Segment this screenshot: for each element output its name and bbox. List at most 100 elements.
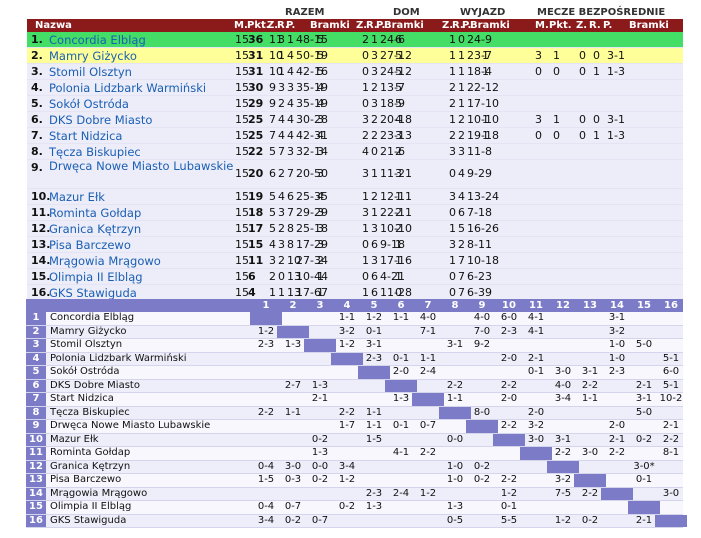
standings-row: 5. Sokół Ostróda 15 29 9 2 4 35-19 4 0 3 18-9 5 2 1 17-… (27, 96, 683, 112)
team-link[interactable]: Tęcza Biskupiec (49, 145, 141, 159)
standings-row: 14. Mrągowia Mrągowo 15 11 3 2 10 27-34 2 1 3 17-16… (27, 253, 683, 269)
matrix-row: 6 DKS Dobre Miasto 2-7 1-3 2-2 2-2 4-0 2-2 2-1 5-… (26, 379, 683, 393)
stat-cell: 7 (458, 270, 465, 283)
match-result: 1-1 (581, 393, 599, 404)
team-link[interactable]: Granica Kętrzyn (49, 222, 142, 236)
team-link[interactable]: Start Nidzica (49, 129, 123, 143)
match-result: 3-1 (581, 366, 599, 377)
match-result: 5-1 (662, 352, 680, 364)
matrix-team-name: Stomil Olsztyn (50, 339, 123, 350)
matrix-diagonal-cell (520, 447, 552, 460)
stat-cell: 10 (287, 254, 301, 267)
position-number: 16. (31, 286, 51, 299)
stat-cell: 2 (317, 254, 324, 267)
stat-cell: 18-4 (467, 65, 492, 78)
match-result: 1-3 (311, 447, 329, 458)
stat-cell: 3 (371, 65, 378, 78)
stat-cell: 1 (269, 286, 276, 299)
stat-cell: 3 (395, 129, 402, 142)
match-result: 1-1 (338, 312, 356, 323)
match-result: 3-0 (581, 447, 599, 458)
team-link[interactable]: Pisa Barczewo (49, 238, 131, 252)
match-result: 4-0 (419, 312, 437, 323)
match-result: 3-2 (338, 325, 356, 337)
matrix-diagonal-cell (304, 339, 336, 352)
stat-cell: 0 (362, 270, 369, 283)
team-link[interactable]: DKS Dobre Miasto (49, 113, 153, 127)
team-link[interactable]: Mamry Giżycko (49, 49, 137, 63)
match-result: 0-2 (311, 474, 329, 485)
team-link[interactable]: Rominta Gołdap (49, 206, 142, 220)
stat-cell: 5 (395, 65, 402, 78)
matrix-row: 4 Polonia Lidzbark Warmiński 2-3 0-1 1-1 2-0 2… (26, 352, 683, 366)
stat-cell: 1 (278, 49, 285, 62)
team-link[interactable]: Olimpia II Elbląg (49, 270, 143, 284)
stat-cell: 15 (235, 145, 249, 158)
matrix-column-header: 13 (583, 300, 597, 311)
stat-cell: 1 (395, 254, 402, 267)
match-result: 0-2 (473, 460, 491, 472)
team-link[interactable]: Sokół Ostróda (49, 97, 129, 111)
match-result: 3-4 (257, 514, 275, 526)
stat-cell: 1 (371, 167, 378, 180)
stat-cell: 4 (458, 167, 465, 180)
match-result: 1-2 (365, 312, 383, 323)
matrix-column-header: 1 (262, 300, 270, 311)
team-link[interactable]: Drwęca Nowe Miasto Lubawskie (49, 159, 234, 173)
match-result: 2-3 (257, 339, 275, 350)
standings-row: 2. Mamry Giżycko 15 31 10 1 4 50-19 5 0 3 27-12 5 1 1 2… (27, 48, 683, 64)
stat-cell: 18-9 (380, 97, 405, 110)
stat-cell: 7 (287, 206, 294, 219)
team-link[interactable]: Mazur Ełk (49, 190, 105, 204)
match-result: 2-2 (446, 379, 464, 391)
stat-cell: 2 (371, 113, 378, 126)
stat-cell: 2 (362, 129, 369, 142)
team-link[interactable]: Polonia Lidzbark Warmiński (49, 81, 207, 95)
column-header: M. (234, 20, 248, 31)
stat-cell: 3 (535, 49, 542, 62)
stat-cell: 0 (362, 238, 369, 251)
team-link[interactable]: GKS Stawiguda (49, 286, 137, 300)
stat-cell: 3 (317, 206, 324, 219)
stat-cell: 1-3 (607, 129, 625, 142)
matrix-column-header: 9 (478, 300, 486, 311)
stat-cell: 1 (449, 222, 456, 235)
column-header: Bramki (310, 20, 350, 31)
group-mecze: MECZE BEZPOŚREDNIE (537, 7, 666, 18)
team-link[interactable]: Mrągowia Mrągowo (49, 254, 161, 268)
stat-cell: 16-26 (467, 222, 499, 235)
standings-group-header: RAZEM DOM WYJAZD MECZE BEZPOŚREDNIE (27, 7, 683, 19)
stat-cell: 1 (449, 113, 456, 126)
stat-cell: 15 (235, 270, 249, 283)
standings-row: 12. Granica Kętrzyn 15 17 5 2 8 25-18 3 1 3 10-10 2 1… (27, 221, 683, 237)
match-result: 2-2 (554, 447, 572, 458)
stat-cell: 11-8 (467, 145, 492, 158)
match-result: 1-1 (284, 406, 302, 418)
stat-cell: 1 (317, 270, 324, 283)
team-link[interactable]: Concordia Elbląg (49, 33, 146, 47)
match-result: 3-1 (635, 393, 653, 404)
stat-cell: 0 (593, 49, 600, 62)
stat-cell: 0 (579, 49, 586, 62)
matrix-diagonal-cell (655, 514, 687, 527)
stat-cell: 0 (362, 65, 369, 78)
match-result: 0-2 (338, 501, 356, 512)
standings-row: 1. Concordia Elbląg 15 36 11 3 1 48-15 5 2 1 24-6 6 1… (27, 32, 683, 48)
stat-cell: 2 (278, 254, 285, 267)
stat-cell: 15 (235, 65, 249, 78)
standings-row: 10. Mazur Ełk 15 19 5 4 6 25-35 4 1 2 12-11 1 3 4 13-24 (27, 189, 683, 205)
stat-cell: 10-10 (380, 222, 412, 235)
standings-rows: 1. Concordia Elbląg 15 36 11 3 1 48-15 5 2 1 24-6 6 1… (27, 32, 683, 301)
standings-column-header: Nazwa M. Pkt. Z. R. P. Bramki Z. R. P. Bramki Z. R. P… (27, 19, 683, 32)
stat-cell: 19 (248, 190, 264, 203)
matrix-diagonal-cell (574, 474, 606, 487)
stat-cell: 2 (362, 33, 369, 46)
column-header: R. (452, 20, 464, 31)
stat-cell: 9-18 (380, 238, 405, 251)
stat-cell: 1 (362, 286, 369, 299)
stat-cell: 15 (235, 167, 249, 180)
team-link[interactable]: Stomil Olsztyn (49, 65, 132, 79)
stat-cell: 3 (371, 222, 378, 235)
stat-cell: 9 (269, 97, 276, 110)
stat-cell: 17-16 (380, 254, 412, 267)
